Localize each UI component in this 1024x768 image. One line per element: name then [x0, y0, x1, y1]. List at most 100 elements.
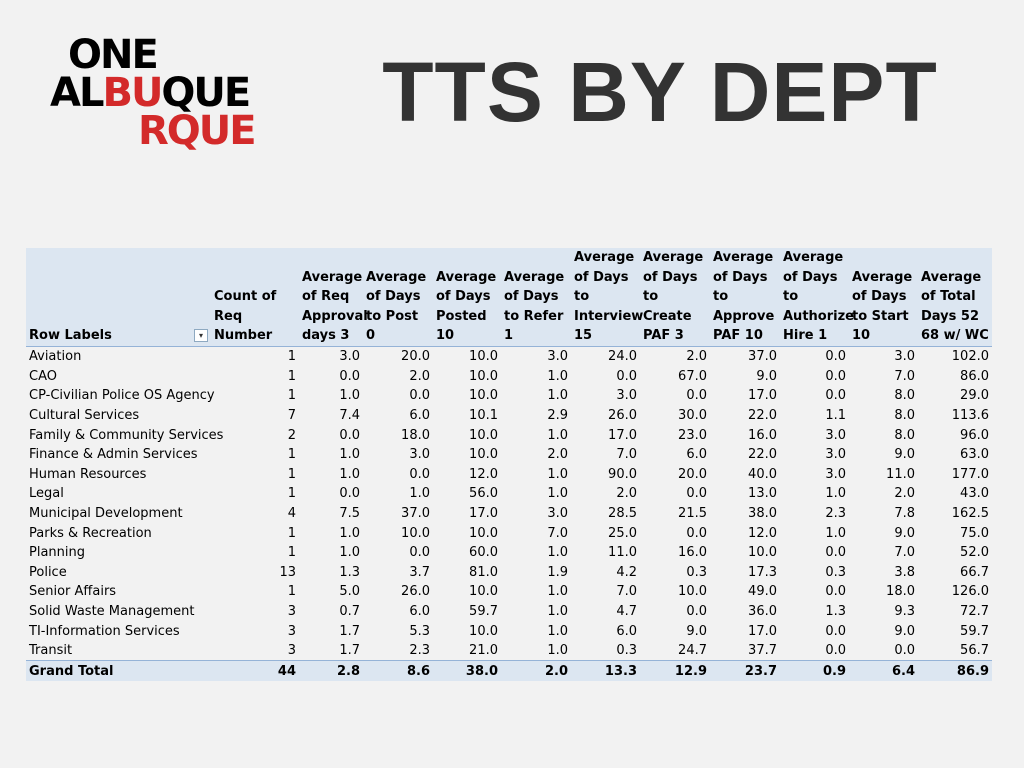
column-header-label: Average of Days Posted 10 — [436, 269, 497, 344]
value-cell: 1.0 — [339, 447, 360, 463]
value-cell: 67.0 — [678, 368, 707, 384]
value-cell: 3.0 — [894, 349, 915, 365]
value-cell: 13 — [279, 564, 296, 580]
value-cell: 2.0 — [686, 349, 707, 365]
value-cell: 38.0 — [748, 506, 777, 522]
value-cell: 162.5 — [951, 506, 989, 522]
table-row: Family & Community Services 2 0.0 18.0 10.0 1… — [26, 425, 992, 445]
value-cell: 0.0 — [825, 643, 846, 659]
value-cell: 0.0 — [825, 368, 846, 384]
column-header: Average of Days to Refer 1 — [501, 248, 571, 347]
value-cell: 36.0 — [748, 603, 777, 619]
table-row: Planning 1 1.0 0.0 60.0 1.0 11.0 16.0 10.0 0.0 7.0… — [26, 543, 992, 563]
value-cell: 0.0 — [825, 545, 846, 561]
value-cell: 10.0 — [469, 388, 498, 404]
value-cell: 24.0 — [608, 349, 637, 365]
value-cell: 16.0 — [748, 427, 777, 443]
value-cell: 3.0 — [547, 349, 568, 365]
grand-total-label: Grand Total — [26, 660, 211, 682]
value-cell: 126.0 — [951, 584, 989, 600]
value-cell: 0.0 — [825, 623, 846, 639]
value-cell: 1.7 — [339, 643, 360, 659]
value-cell: 8.0 — [894, 408, 915, 424]
value-cell: 37.0 — [401, 506, 430, 522]
value-cell: 4.7 — [616, 603, 637, 619]
column-header: Average of Days to Create PAF 3 — [640, 248, 710, 347]
value-cell: 16.0 — [678, 545, 707, 561]
value-cell: 10.1 — [469, 408, 498, 424]
value-cell: 60.0 — [469, 545, 498, 561]
value-cell: 22.0 — [748, 408, 777, 424]
value-cell: 9.0 — [894, 525, 915, 541]
value-cell: 5.3 — [409, 623, 430, 639]
value-cell: 40.0 — [748, 466, 777, 482]
value-cell: 3.0 — [616, 388, 637, 404]
column-header-label: Count of Req Number — [214, 289, 277, 344]
value-cell: 37.7 — [748, 643, 777, 659]
value-cell: 177.0 — [951, 466, 989, 482]
column-header: Average of Days to Approve PAF 10 — [710, 248, 780, 347]
value-cell: 10.0 — [469, 447, 498, 463]
grand-total-value: 86.9 — [918, 660, 992, 682]
value-cell: 0.0 — [686, 486, 707, 502]
row-label-cell: Parks & Recreation — [29, 525, 152, 541]
value-cell: 8.0 — [894, 388, 915, 404]
column-header-label: Average of Req Approval days 3 — [302, 269, 368, 344]
value-cell: 17.0 — [748, 388, 777, 404]
value-cell: 7.8 — [894, 506, 915, 522]
value-cell: 2.0 — [616, 486, 637, 502]
value-cell: 18.0 — [886, 584, 915, 600]
value-cell: 6.0 — [409, 603, 430, 619]
row-label-cell: Senior Affairs — [29, 584, 117, 600]
value-cell: 23.0 — [678, 427, 707, 443]
row-labels-header[interactable]: ▾ Row Labels — [26, 248, 211, 347]
grand-total-row: Grand Total 44 2.8 8.6 38.0 2.0 13.3 12.9 23.7 0.… — [26, 660, 992, 682]
value-cell: 7.4 — [339, 408, 360, 424]
filter-dropdown-icon[interactable]: ▾ — [194, 329, 208, 343]
value-cell: 3.0 — [339, 349, 360, 365]
table-row: Municipal Development 4 7.5 37.0 17.0 3.0 28.5… — [26, 504, 992, 524]
value-cell: 10.0 — [748, 545, 777, 561]
value-cell: 37.0 — [748, 349, 777, 365]
column-header-label: Average of Days to Create PAF 3 — [643, 250, 704, 344]
value-cell: 1.0 — [547, 388, 568, 404]
value-cell: 8.0 — [894, 427, 915, 443]
grand-total-value: 44 — [211, 660, 299, 682]
grand-total-value: 2.0 — [501, 660, 571, 682]
value-cell: 1.0 — [825, 525, 846, 541]
value-cell: 3.0 — [825, 447, 846, 463]
value-cell: 1.0 — [547, 545, 568, 561]
grand-total-value: 2.8 — [299, 660, 363, 682]
row-label-cell: Finance & Admin Services — [29, 447, 198, 463]
value-cell: 43.0 — [960, 486, 989, 502]
value-cell: 3.0 — [825, 427, 846, 443]
value-cell: 1.0 — [547, 623, 568, 639]
table-row: Finance & Admin Services 1 1.0 3.0 10.0 2.0 7.… — [26, 445, 992, 465]
column-header: Average of Days Posted 10 — [433, 248, 501, 347]
value-cell: 1.0 — [547, 584, 568, 600]
value-cell: 3.0 — [409, 447, 430, 463]
table-row: Senior Affairs 1 5.0 26.0 10.0 1.0 7.0 10.0 49.0… — [26, 582, 992, 602]
value-cell: 86.0 — [960, 368, 989, 384]
value-cell: 1.9 — [547, 564, 568, 580]
value-cell: 0.7 — [339, 603, 360, 619]
row-label-cell: CP-Civilian Police OS Agency — [29, 388, 215, 404]
table-row: Parks & Recreation 1 1.0 10.0 10.0 7.0 25.0 0.0… — [26, 523, 992, 543]
value-cell: 3.8 — [894, 564, 915, 580]
value-cell: 10.0 — [469, 623, 498, 639]
table-row: Transit 3 1.7 2.3 21.0 1.0 0.3 24.7 37.7 0.0 0.0 56… — [26, 641, 992, 661]
value-cell: 81.0 — [469, 564, 498, 580]
value-cell: 11.0 — [886, 466, 915, 482]
value-cell: 2.3 — [825, 506, 846, 522]
value-cell: 7.0 — [616, 447, 637, 463]
column-header-label: Average of Days to Interview 15 — [574, 250, 644, 344]
value-cell: 0.0 — [409, 466, 430, 482]
value-cell: 1.1 — [825, 408, 846, 424]
value-cell: 17.0 — [608, 427, 637, 443]
table-row: CAO 1 0.0 2.0 10.0 1.0 0.0 67.0 9.0 0.0 7.0 86.0 — [26, 367, 992, 387]
value-cell: 3.0 — [825, 466, 846, 482]
value-cell: 2.0 — [409, 368, 430, 384]
value-cell: 1 — [287, 447, 296, 463]
value-cell: 66.7 — [960, 564, 989, 580]
logo-line-1: ONE — [68, 32, 159, 78]
